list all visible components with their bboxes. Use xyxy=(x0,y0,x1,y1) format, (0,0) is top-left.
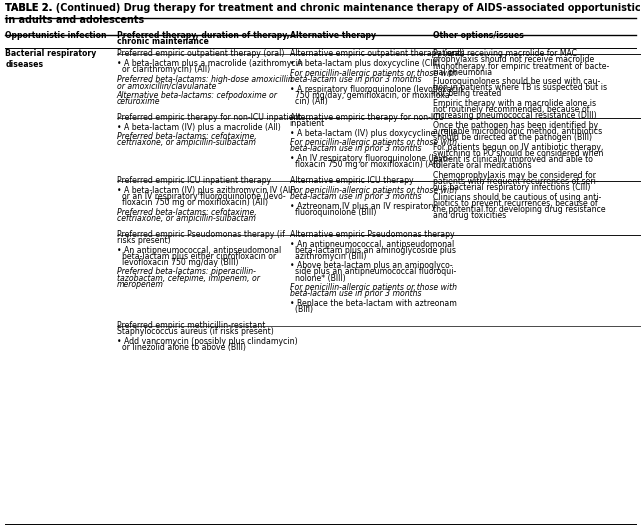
Text: beta-lactam plus either ciprofloxacin or: beta-lactam plus either ciprofloxacin or xyxy=(117,251,276,261)
Text: side plus an antipneumococcal fluoroqui-: side plus an antipneumococcal fluoroqui- xyxy=(290,267,456,277)
Text: fluoroquinolone (BIII): fluoroquinolone (BIII) xyxy=(290,208,376,217)
Text: patient is clinically improved and able to: patient is clinically improved and able … xyxy=(433,155,592,164)
Text: or clarithromycin) (AII): or clarithromycin) (AII) xyxy=(117,65,210,74)
Text: • Aztreonam IV plus an IV respiratory: • Aztreonam IV plus an IV respiratory xyxy=(290,201,436,211)
Text: TABLE 2. ​(Continued)​ Drug therapy for treatment and chronic maintenance therap: TABLE 2. ​(Continued)​ Drug therapy for … xyxy=(5,3,641,24)
Text: For penicillin-allergic patients or those with: For penicillin-allergic patients or thos… xyxy=(290,283,457,292)
Text: Preferred therapy, duration of therapy,: Preferred therapy, duration of therapy, xyxy=(117,31,289,39)
Text: • Above beta-lactam plus an aminoglyco-: • Above beta-lactam plus an aminoglyco- xyxy=(290,261,453,270)
Text: should be directed at the pathogen (BIII): should be directed at the pathogen (BIII… xyxy=(433,133,592,142)
Text: meropenem: meropenem xyxy=(117,279,163,289)
Text: Alternative empiric therapy for non-ICU: Alternative empiric therapy for non-ICU xyxy=(290,113,444,122)
Text: Preferred empiric therapy for non-ICU inpatient: Preferred empiric therapy for non-ICU in… xyxy=(117,113,301,122)
Text: increasing pneumococcal resistance (DIII): increasing pneumococcal resistance (DIII… xyxy=(433,111,596,120)
Text: • A beta-lactam (IV) plus doxycycline (CIII): • A beta-lactam (IV) plus doxycycline (C… xyxy=(290,128,456,138)
Text: • An antipneumococcal, antipseudomonal: • An antipneumococcal, antipseudomonal xyxy=(290,239,454,249)
Text: Preferred empiric Pseudomonas therapy (if: Preferred empiric Pseudomonas therapy (i… xyxy=(117,230,285,239)
Text: biotics to prevent recurrences, because of: biotics to prevent recurrences, because … xyxy=(433,198,597,208)
Text: Preferred empiric methicillin-resistant: Preferred empiric methicillin-resistant xyxy=(117,321,265,330)
Text: TABLE 2. (Continued) Drug therapy for treatment and chronic maintenance therapy : TABLE 2. (Continued) Drug therapy for tr… xyxy=(5,3,641,25)
Text: Clinicians should be cautious of using anti-: Clinicians should be cautious of using a… xyxy=(433,193,601,201)
Text: Preferred beta-lactams: piperacillin-: Preferred beta-lactams: piperacillin- xyxy=(117,267,256,277)
Text: or amoxicillin/clavulanate: or amoxicillin/clavulanate xyxy=(117,81,216,90)
Text: • A beta-lactam plus doxycycline (CIII): • A beta-lactam plus doxycycline (CIII) xyxy=(290,59,440,68)
Text: cin) (AII): cin) (AII) xyxy=(290,97,328,106)
Text: • A beta-lactam (IV) plus a macrolide (AII): • A beta-lactam (IV) plus a macrolide (A… xyxy=(117,123,280,132)
Text: Bacterial respiratory
diseases: Bacterial respiratory diseases xyxy=(5,49,96,69)
Text: Other options/issues: Other options/issues xyxy=(433,31,524,39)
Text: floxacin 750 mg or moxifloxacin) (AII): floxacin 750 mg or moxifloxacin) (AII) xyxy=(117,198,268,207)
Text: Alternative empiric outpatient therapy (oral): Alternative empiric outpatient therapy (… xyxy=(290,49,464,58)
Text: nolone* (BIII): nolone* (BIII) xyxy=(290,274,345,282)
Text: For penicillin-allergic patients or those with: For penicillin-allergic patients or thos… xyxy=(290,186,457,195)
Text: Alternative empiric ICU therapy: Alternative empiric ICU therapy xyxy=(290,176,413,185)
Text: Opportunistic infection: Opportunistic infection xyxy=(5,31,106,39)
Text: not routinely recommended, because of: not routinely recommended, because of xyxy=(433,105,589,114)
Text: • A beta-lactam plus a macrolide (azithromycin: • A beta-lactam plus a macrolide (azithr… xyxy=(117,59,303,68)
Text: Staphylococcus aureus (if risks present): Staphylococcus aureus (if risks present) xyxy=(117,327,274,336)
Text: Alternative therapy: Alternative therapy xyxy=(290,31,376,39)
Text: beta-lactam use in prior 3 months: beta-lactam use in prior 3 months xyxy=(290,144,421,154)
Text: beta-lactam use in prior 3 months: beta-lactam use in prior 3 months xyxy=(290,289,421,298)
Text: azithromycin (BIII): azithromycin (BIII) xyxy=(290,251,366,261)
Text: Fluoroquinolones should be used with cau-: Fluoroquinolones should be used with cau… xyxy=(433,77,600,86)
Text: For penicillin-allergic patients or those with: For penicillin-allergic patients or thos… xyxy=(290,138,457,147)
Text: • A respiratory fluoroquinolone (levofloxacin: • A respiratory fluoroquinolone (levoflo… xyxy=(290,85,463,94)
Text: ceftriaxone, or ampicillin-sulbactam: ceftriaxone, or ampicillin-sulbactam xyxy=(117,214,256,223)
Text: monotherapy for empiric treatment of bacte-: monotherapy for empiric treatment of bac… xyxy=(433,62,609,70)
Text: not being treated: not being treated xyxy=(433,89,501,98)
Text: 750 mg/day, gemifloxacin, or moxifloxa-: 750 mg/day, gemifloxacin, or moxifloxa- xyxy=(290,90,453,100)
Text: TABLE 2.: TABLE 2. xyxy=(5,3,56,13)
Text: For penicillin-allergic patients or those with: For penicillin-allergic patients or thos… xyxy=(290,69,457,78)
Text: (BIII): (BIII) xyxy=(290,305,313,314)
Text: tolerate oral medications: tolerate oral medications xyxy=(433,161,531,170)
Text: Once the pathogen has been identified by: Once the pathogen has been identified by xyxy=(433,121,598,130)
Text: Preferred beta-lactams: cefotaxime,: Preferred beta-lactams: cefotaxime, xyxy=(117,132,256,141)
Text: prophylaxis should not receive macrolide: prophylaxis should not receive macrolide xyxy=(433,55,594,65)
Text: patients with frequent recurrences of seri-: patients with frequent recurrences of se… xyxy=(433,177,598,186)
Text: ceftriaxone, or ampicillin-sulbactam: ceftriaxone, or ampicillin-sulbactam xyxy=(117,138,256,147)
Text: a reliable microbiologic method, antibiotics: a reliable microbiologic method, antibio… xyxy=(433,127,602,136)
Text: cefuroxime: cefuroxime xyxy=(117,97,160,106)
Text: chronic maintenance: chronic maintenance xyxy=(117,37,208,46)
Text: the potential for developing drug resistance: the potential for developing drug resist… xyxy=(433,205,605,214)
Text: For patients begun on IV antibiotic therapy,: For patients begun on IV antibiotic ther… xyxy=(433,143,603,152)
Text: ous bacterial respiratory infections (CIII): ous bacterial respiratory infections (CI… xyxy=(433,183,590,192)
Text: tazobactam, cefepime, imipenem, or: tazobactam, cefepime, imipenem, or xyxy=(117,274,260,282)
Text: Patients receiving macrolide for MAC: Patients receiving macrolide for MAC xyxy=(433,49,577,58)
Text: • Replace the beta-lactam with aztreonam: • Replace the beta-lactam with aztreonam xyxy=(290,299,456,308)
Text: Preferred empiric ICU inpatient therapy: Preferred empiric ICU inpatient therapy xyxy=(117,176,271,185)
Text: tion in patients where TB is suspected but is: tion in patients where TB is suspected b… xyxy=(433,83,607,93)
Text: beta-lactam plus an aminoglycoside plus: beta-lactam plus an aminoglycoside plus xyxy=(290,246,456,255)
Text: Preferred empiric outpatient therapy (oral): Preferred empiric outpatient therapy (or… xyxy=(117,49,284,58)
Text: Alternative beta-lactams: cefpodoxime or: Alternative beta-lactams: cefpodoxime or xyxy=(117,90,278,100)
Text: • An antipneumococcal, antipseudomonal: • An antipneumococcal, antipseudomonal xyxy=(117,246,281,255)
Text: levofloxacin 750 mg/day (BIII): levofloxacin 750 mg/day (BIII) xyxy=(117,258,238,267)
Text: Alternative empiric Pseudomonas therapy: Alternative empiric Pseudomonas therapy xyxy=(290,230,454,239)
Text: • An IV respiratory fluoroquinolone (levo-: • An IV respiratory fluoroquinolone (lev… xyxy=(290,154,451,163)
Text: Preferred beta-lactams: cefotaxime,: Preferred beta-lactams: cefotaxime, xyxy=(117,208,256,217)
Text: inpatient: inpatient xyxy=(290,119,325,128)
Text: switching to PO should be considered when: switching to PO should be considered whe… xyxy=(433,149,603,158)
Text: Chemoprophylaxis may be considered for: Chemoprophylaxis may be considered for xyxy=(433,170,595,180)
Text: beta-lactam use in prior 3 months: beta-lactam use in prior 3 months xyxy=(290,192,421,201)
Text: • A beta-lactam (IV) plus azithromycin IV (AII): • A beta-lactam (IV) plus azithromycin I… xyxy=(117,186,295,195)
Text: floxacin 750 mg or moxifloxacin) (AII): floxacin 750 mg or moxifloxacin) (AII) xyxy=(290,160,441,169)
Text: • Add vancomycin (possibly plus clindamycin): • Add vancomycin (possibly plus clindamy… xyxy=(117,337,297,346)
Text: or an IV respiratory fluoroquinolone (levo-: or an IV respiratory fluoroquinolone (le… xyxy=(117,192,285,201)
Text: risks present): risks present) xyxy=(117,236,171,245)
Text: beta-lactam use in prior 3 months: beta-lactam use in prior 3 months xyxy=(290,75,421,84)
Text: rial pneumonia: rial pneumonia xyxy=(433,67,492,77)
Text: or linezolid alone to above (BIII): or linezolid alone to above (BIII) xyxy=(117,343,246,352)
Text: and drug toxicities: and drug toxicities xyxy=(433,210,506,220)
Text: Empiric therapy with a macrolide alone is: Empiric therapy with a macrolide alone i… xyxy=(433,99,595,108)
Text: Preferred beta-lactams: high-dose amoxicillin: Preferred beta-lactams: high-dose amoxic… xyxy=(117,75,292,84)
